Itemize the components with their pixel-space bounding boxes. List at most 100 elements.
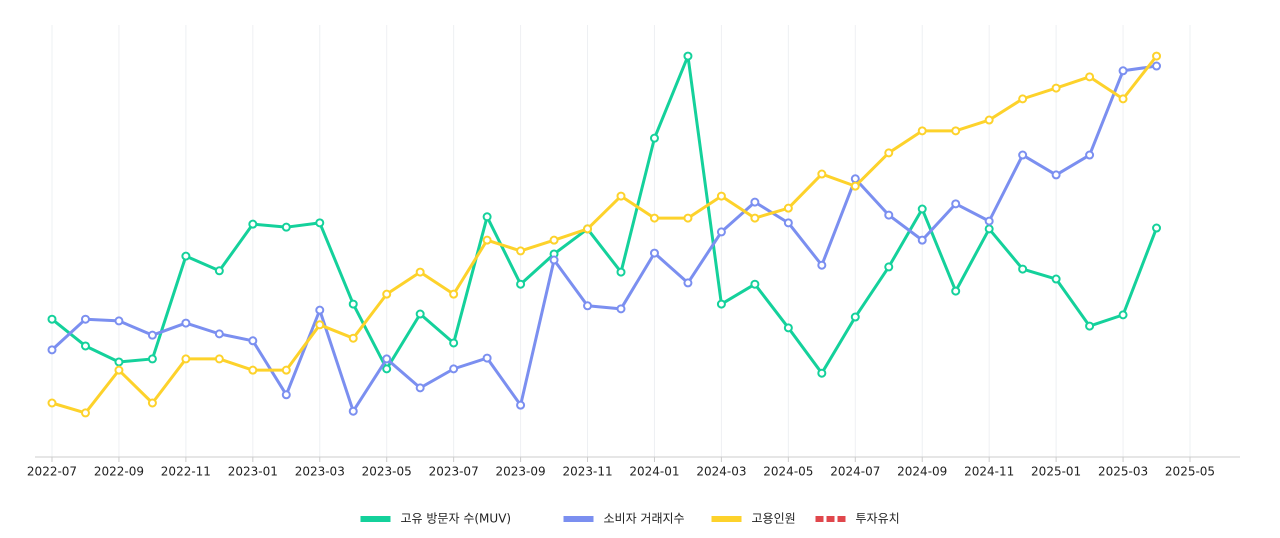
data-point (583, 224, 593, 234)
data-point (415, 383, 425, 393)
x-tick-label: 2024-11 (964, 465, 1014, 479)
data-point (549, 255, 559, 265)
legend-label: 고유 방문자 수(MUV) (401, 512, 512, 526)
legend-label: 고용인원 (752, 512, 796, 526)
data-point (549, 235, 559, 245)
x-tick-label: 2024-09 (897, 465, 947, 479)
data-point (348, 333, 358, 343)
data-point (214, 266, 224, 276)
x-tick-label: 2025-03 (1098, 465, 1148, 479)
data-point (649, 213, 659, 223)
x-tick-label: 2023-07 (429, 465, 479, 479)
x-tick-label: 2025-05 (1165, 465, 1215, 479)
data-point (1118, 310, 1128, 320)
data-point (482, 235, 492, 245)
data-point (80, 314, 90, 324)
data-point (382, 354, 392, 364)
data-point (47, 345, 57, 355)
data-point (683, 213, 693, 223)
data-point (248, 219, 258, 229)
data-point (1051, 170, 1061, 180)
data-point (1018, 94, 1028, 104)
series-line (51, 54, 1158, 375)
data-point (783, 218, 793, 228)
x-tick-label: 2025-01 (1031, 465, 1081, 479)
data-point (248, 365, 258, 375)
data-point (649, 133, 659, 143)
data-point (482, 212, 492, 222)
data-point (348, 406, 358, 416)
data-point (750, 197, 760, 207)
data-point (482, 353, 492, 363)
data-point (348, 299, 358, 309)
data-point (884, 148, 894, 158)
data-point (214, 329, 224, 339)
legend-label: 투자유치 (856, 512, 900, 526)
data-point (80, 341, 90, 351)
data-point (951, 126, 961, 136)
data-point (1085, 321, 1095, 331)
series-line (50, 64, 1157, 413)
data-point (750, 213, 760, 223)
data-point (683, 278, 693, 288)
series-line (51, 55, 1158, 415)
x-tick-label: 2024-05 (763, 465, 813, 479)
data-point (47, 398, 57, 408)
data-point (1152, 51, 1162, 61)
data-point (884, 262, 894, 272)
data-point (649, 248, 659, 258)
data-point (415, 267, 425, 277)
data-point (984, 216, 994, 226)
data-point (1051, 274, 1061, 284)
data-point (415, 309, 425, 319)
data-point (315, 305, 325, 315)
data-point (114, 316, 124, 326)
data-point (114, 365, 124, 375)
data-point (951, 286, 961, 296)
data-point (516, 279, 526, 289)
data-point (516, 246, 526, 256)
data-point (382, 289, 392, 299)
x-tick-label: 2024-03 (696, 465, 746, 479)
data-point (616, 191, 626, 201)
data-point (917, 235, 927, 245)
data-point (1085, 72, 1095, 82)
data-point (181, 251, 191, 261)
data-point (315, 218, 325, 228)
data-point (1018, 264, 1028, 274)
data-point (583, 301, 593, 311)
data-point (917, 126, 927, 136)
data-point (616, 304, 626, 314)
data-point (114, 357, 124, 367)
x-tick-label: 2023-11 (562, 465, 612, 479)
data-point (382, 364, 392, 374)
legend-label: 소비자 거래지수 (604, 512, 685, 526)
data-point (281, 222, 291, 232)
data-point (783, 203, 793, 213)
data-point (1152, 61, 1162, 71)
data-point (147, 398, 157, 408)
x-tick-label: 2022-09 (94, 465, 144, 479)
x-tick-label: 2023-01 (228, 465, 278, 479)
data-point (616, 267, 626, 277)
data-point (281, 390, 291, 400)
data-point (1118, 94, 1128, 104)
data-point (884, 210, 894, 220)
x-tick-label: 2022-11 (161, 465, 211, 479)
data-point (1051, 83, 1061, 93)
x-tick-label: 2023-05 (362, 465, 412, 479)
data-point (917, 204, 927, 214)
data-point (449, 338, 459, 348)
data-point (449, 289, 459, 299)
data-point (850, 174, 860, 184)
data-point (80, 408, 90, 418)
data-point (716, 191, 726, 201)
data-point (783, 323, 793, 333)
x-tick-label: 2022-07 (27, 465, 77, 479)
x-tick-label: 2023-09 (496, 465, 546, 479)
x-tick-label: 2024-07 (830, 465, 880, 479)
data-point (817, 368, 827, 378)
data-point (683, 51, 693, 61)
x-tick-label: 2024-01 (629, 465, 679, 479)
data-point (181, 318, 191, 328)
